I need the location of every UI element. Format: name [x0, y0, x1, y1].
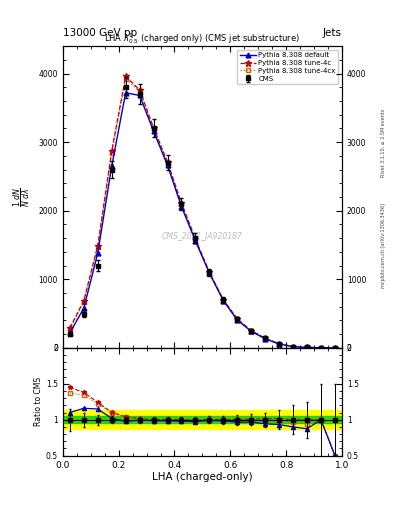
- Pythia 8.308 tune-4c: [305, 344, 309, 350]
- Pythia 8.308 default: [179, 203, 184, 209]
- Pythia 8.308 tune-4c: [179, 200, 184, 206]
- Pythia 8.308 tune-4cx: [95, 244, 100, 250]
- Bar: [63, 416, 342, 423]
- Pythia 8.308 default: [81, 305, 86, 311]
- Pythia 8.308 tune-4c: [207, 269, 212, 275]
- Pythia 8.308 tune-4c: [291, 344, 296, 350]
- Pythia 8.308 tune-4c: [332, 345, 337, 351]
- Pythia 8.308 tune-4cx: [332, 345, 337, 351]
- Pythia 8.308 tune-4c: [263, 335, 268, 341]
- Pythia 8.308 default: [305, 345, 309, 351]
- Pythia 8.308 tune-4c: [123, 73, 128, 79]
- Pythia 8.308 tune-4cx: [305, 344, 309, 350]
- Pythia 8.308 tune-4cx: [137, 88, 142, 94]
- Pythia 8.308 tune-4cx: [165, 160, 170, 166]
- Pythia 8.308 default: [151, 128, 156, 134]
- Text: 13000 GeV pp: 13000 GeV pp: [63, 28, 137, 38]
- Pythia 8.308 tune-4c: [249, 328, 253, 334]
- Pythia 8.308 default: [207, 270, 212, 276]
- Pythia 8.308 default: [277, 341, 281, 347]
- Y-axis label: Ratio to CMS: Ratio to CMS: [34, 377, 43, 426]
- Pythia 8.308 default: [263, 336, 268, 342]
- Pythia 8.308 tune-4c: [165, 159, 170, 165]
- Pythia 8.308 tune-4cx: [263, 335, 268, 342]
- Pythia 8.308 default: [249, 328, 253, 334]
- Pythia 8.308 default: [68, 330, 72, 336]
- Pythia 8.308 tune-4cx: [151, 126, 156, 132]
- Pythia 8.308 tune-4c: [137, 87, 142, 93]
- Text: Jets: Jets: [323, 28, 342, 38]
- Pythia 8.308 tune-4cx: [81, 299, 86, 305]
- Pythia 8.308 tune-4c: [68, 325, 72, 331]
- Pythia 8.308 tune-4c: [193, 236, 198, 242]
- Pythia 8.308 default: [319, 345, 323, 351]
- Pythia 8.308 default: [221, 297, 226, 304]
- Pythia 8.308 tune-4c: [277, 340, 281, 347]
- Pythia 8.308 tune-4cx: [179, 201, 184, 207]
- Bar: [63, 411, 342, 429]
- Pythia 8.308 default: [137, 92, 142, 98]
- Text: mcplots.cern.ch [arXiv:1306.3436]: mcplots.cern.ch [arXiv:1306.3436]: [381, 203, 386, 288]
- Y-axis label: $\frac{1}{N}\frac{dN}{d\lambda}$: $\frac{1}{N}\frac{dN}{d\lambda}$: [11, 187, 33, 207]
- Pythia 8.308 default: [193, 238, 198, 244]
- Line: Pythia 8.308 default: Pythia 8.308 default: [68, 90, 337, 350]
- Pythia 8.308 tune-4cx: [235, 316, 240, 322]
- Pythia 8.308 tune-4cx: [207, 269, 212, 275]
- Pythia 8.308 tune-4cx: [249, 328, 253, 334]
- Pythia 8.308 tune-4cx: [109, 150, 114, 156]
- Pythia 8.308 default: [165, 162, 170, 168]
- Pythia 8.308 default: [291, 344, 296, 350]
- Pythia 8.308 default: [95, 250, 100, 257]
- Pythia 8.308 tune-4cx: [221, 297, 226, 303]
- Pythia 8.308 tune-4c: [235, 316, 240, 322]
- Line: Pythia 8.308 tune-4cx: Pythia 8.308 tune-4cx: [68, 77, 337, 350]
- Pythia 8.308 tune-4cx: [123, 76, 128, 82]
- Pythia 8.308 default: [332, 345, 337, 351]
- Pythia 8.308 tune-4c: [109, 148, 114, 154]
- Legend: Pythia 8.308 default, Pythia 8.308 tune-4c, Pythia 8.308 tune-4cx, CMS: Pythia 8.308 default, Pythia 8.308 tune-…: [237, 50, 338, 84]
- Pythia 8.308 tune-4cx: [193, 237, 198, 243]
- Pythia 8.308 tune-4cx: [277, 341, 281, 347]
- Text: Rivet 3.1.10, ≥ 2.5M events: Rivet 3.1.10, ≥ 2.5M events: [381, 109, 386, 178]
- Pythia 8.308 tune-4cx: [319, 345, 323, 351]
- Title: LHA $\lambda^1_{0.5}$ (charged only) (CMS jet substructure): LHA $\lambda^1_{0.5}$ (charged only) (CM…: [105, 31, 300, 46]
- Pythia 8.308 tune-4cx: [68, 326, 72, 332]
- Pythia 8.308 tune-4c: [151, 124, 156, 131]
- X-axis label: LHA (charged-only): LHA (charged-only): [152, 472, 253, 482]
- Pythia 8.308 tune-4c: [221, 296, 226, 303]
- Pythia 8.308 tune-4c: [81, 297, 86, 304]
- Text: CMS_2021_JA920187: CMS_2021_JA920187: [162, 232, 243, 241]
- Pythia 8.308 tune-4c: [319, 345, 323, 351]
- Pythia 8.308 default: [235, 317, 240, 323]
- Pythia 8.308 default: [109, 163, 114, 169]
- Line: Pythia 8.308 tune-4c: Pythia 8.308 tune-4c: [67, 73, 338, 351]
- Pythia 8.308 default: [123, 90, 128, 96]
- Pythia 8.308 tune-4c: [95, 243, 100, 249]
- Pythia 8.308 tune-4cx: [291, 344, 296, 350]
